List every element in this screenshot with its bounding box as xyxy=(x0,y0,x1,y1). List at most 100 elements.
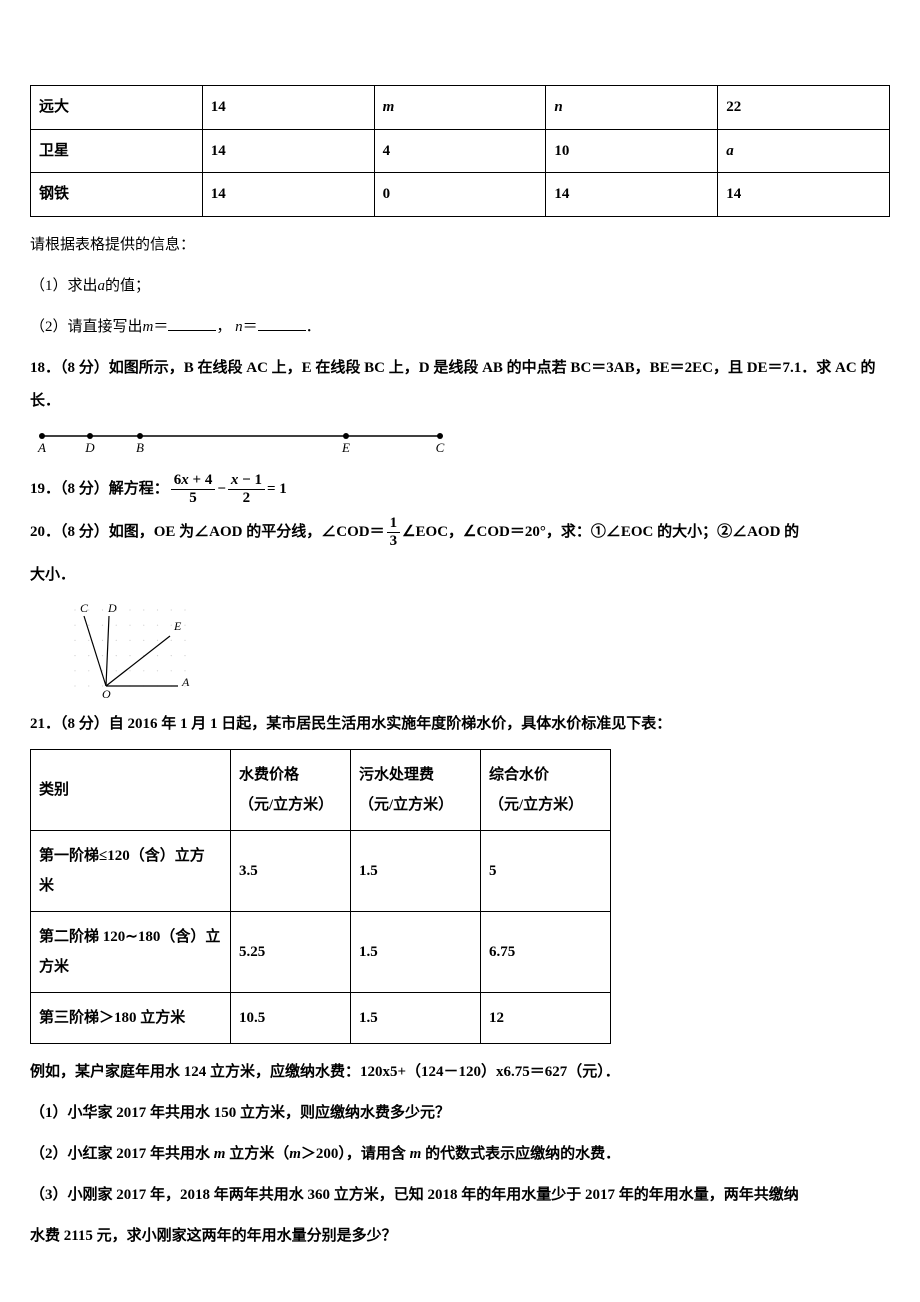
svg-text:C: C xyxy=(80,601,89,615)
q19-frac1-num: 6x + 4 xyxy=(171,472,216,490)
q20-text: 20．（8 分）如图，OE 为∠AOD 的平分线，∠COD＝ 1 3 ∠EOC，… xyxy=(30,515,890,551)
table-cell: 第三阶梯＞180 立方米 xyxy=(31,992,231,1043)
q17-sub2-m: m xyxy=(143,319,154,335)
table-cell: 1.5 xyxy=(351,911,481,992)
table-cell: 14 xyxy=(718,173,890,217)
svg-text:B: B xyxy=(136,440,144,455)
q17-sub2-eq2: ＝ xyxy=(243,319,258,335)
table-cell: 14 xyxy=(202,86,374,130)
svg-text:D: D xyxy=(84,440,95,455)
table-cell: 10 xyxy=(546,129,718,173)
table-cell: n xyxy=(546,86,718,130)
table-cell: 4 xyxy=(374,129,546,173)
table-cell: 钢铁 xyxy=(31,173,203,217)
q17-sub1-pre: （1）求出 xyxy=(30,278,98,294)
q21-sub2-m1: m xyxy=(214,1146,226,1162)
q21-sub3-l1: （3）小刚家 2017 年，2018 年两年共用水 360 立方米，已知 201… xyxy=(30,1179,890,1212)
q21-sub2-mid1: 立方米（ xyxy=(225,1146,289,1162)
table-1: 远大14mn22卫星14410a钢铁1401414 xyxy=(30,85,890,217)
angle-diagram-svg: C D E A O xyxy=(30,600,190,700)
blank-n xyxy=(258,314,306,331)
q17-sub2: （2）请直接写出m＝， n＝． xyxy=(30,311,890,344)
line-diagram: ADBEC xyxy=(30,426,890,462)
svg-text:O: O xyxy=(102,687,111,700)
table-row: 类别水费价格（元/立方米）污水处理费（元/立方米）综合水价（元/立方米） xyxy=(31,749,611,830)
table-cell: 卫星 xyxy=(31,129,203,173)
q19-frac1: 6x + 4 5 xyxy=(171,472,216,508)
table-cell: 14 xyxy=(202,173,374,217)
table-cell: 3.5 xyxy=(231,830,351,911)
q17-sub2-n: n xyxy=(235,319,243,335)
blank-m xyxy=(168,314,216,331)
q19-minus: − xyxy=(217,473,226,506)
svg-text:C: C xyxy=(436,440,445,455)
line-diagram-svg: ADBEC xyxy=(30,426,450,462)
q20-pre: 20．（8 分）如图，OE 为∠AOD 的平分线，∠COD＝ xyxy=(30,516,385,549)
q19-text: 19．（8 分）解方程： 6x + 4 5 − x − 1 2 = 1 xyxy=(30,472,890,508)
q17-sub1-var: a xyxy=(98,278,106,294)
table-cell: 12 xyxy=(481,992,611,1043)
q21-sub2-pre: （2）小红家 2017 年共用水 xyxy=(30,1146,214,1162)
svg-text:A: A xyxy=(181,675,190,689)
table-cell: 水费价格（元/立方米） xyxy=(231,749,351,830)
q17-sub2-comma: ， xyxy=(216,319,231,335)
q21-sub2-mid2: ＞200），请用含 xyxy=(301,1146,410,1162)
q19-frac2: x − 1 2 xyxy=(228,472,265,508)
angle-diagram: C D E A O xyxy=(30,600,890,700)
table-cell: 0 xyxy=(374,173,546,217)
q20-frac: 1 3 xyxy=(387,515,401,551)
table-row: 第三阶梯＞180 立方米10.51.512 xyxy=(31,992,611,1043)
table-cell: 14 xyxy=(202,129,374,173)
q17-sub1: （1）求出a的值； xyxy=(30,270,890,303)
table-cell: 类别 xyxy=(31,749,231,830)
table-row: 远大14mn22 xyxy=(31,86,890,130)
q20-frac-den: 3 xyxy=(387,533,401,550)
table-cell: 1.5 xyxy=(351,992,481,1043)
table-row: 第二阶梯 120∼180（含）立方米5.251.56.75 xyxy=(31,911,611,992)
q21-sub1: （1）小华家 2017 年共用水 150 立方米，则应缴纳水费多少元？ xyxy=(30,1097,890,1130)
table-row: 钢铁1401414 xyxy=(31,173,890,217)
q21-example: 例如，某户家庭年用水 124 立方米，应缴纳水费：120x5+（124－120）… xyxy=(30,1056,890,1089)
svg-text:E: E xyxy=(173,619,182,633)
q19-frac2-num: x − 1 xyxy=(228,472,265,490)
q21-sub2-post: 的代数式表示应缴纳的水费． xyxy=(421,1146,620,1162)
table-cell: m xyxy=(374,86,546,130)
svg-text:E: E xyxy=(341,440,350,455)
q21-sub2-m2: m xyxy=(289,1146,301,1162)
q19-frac1-den: 5 xyxy=(171,490,216,507)
table-cell: a xyxy=(718,129,890,173)
q20-frac-num: 1 xyxy=(387,515,401,533)
q21-sub3-l2: 水费 2115 元，求小刚家这两年的年用水量分别是多少？ xyxy=(30,1220,890,1253)
q21-text: 21．（8 分）自 2016 年 1 月 1 日起，某市居民生活用水实施年度阶梯… xyxy=(30,708,890,741)
table-2: 类别水费价格（元/立方米）污水处理费（元/立方米）综合水价（元/立方米）第一阶梯… xyxy=(30,749,611,1044)
q21-sub2: （2）小红家 2017 年共用水 m 立方米（m＞200），请用含 m 的代数式… xyxy=(30,1138,890,1171)
q20-mid: ∠EOC，∠COD＝20°，求：①∠EOC 的大小；②∠AOD 的 xyxy=(402,516,799,549)
table-cell: 污水处理费（元/立方米） xyxy=(351,749,481,830)
table-cell: 5.25 xyxy=(231,911,351,992)
q17-intro: 请根据表格提供的信息： xyxy=(30,229,890,262)
table-row: 第一阶梯≤120（含）立方米3.51.55 xyxy=(31,830,611,911)
table-row: 卫星14410a xyxy=(31,129,890,173)
q17-sub2-pre: （2）请直接写出 xyxy=(30,319,143,335)
table-cell: 22 xyxy=(718,86,890,130)
table-cell: 1.5 xyxy=(351,830,481,911)
table-cell: 10.5 xyxy=(231,992,351,1043)
svg-text:A: A xyxy=(37,440,46,455)
q17-sub2-eq1: ＝ xyxy=(153,319,168,335)
table-cell: 综合水价（元/立方米） xyxy=(481,749,611,830)
table-cell: 14 xyxy=(546,173,718,217)
table-cell: 6.75 xyxy=(481,911,611,992)
table-cell: 第二阶梯 120∼180（含）立方米 xyxy=(31,911,231,992)
q17-sub2-period: ． xyxy=(306,319,321,335)
q20-tail: 大小． xyxy=(30,559,890,592)
table-cell: 第一阶梯≤120（含）立方米 xyxy=(31,830,231,911)
q18-text: 18．（8 分）如图所示，B 在线段 AC 上，E 在线段 BC 上，D 是线段… xyxy=(30,352,890,418)
svg-text:D: D xyxy=(107,601,117,615)
q21-sub2-m3: m xyxy=(410,1146,422,1162)
q19-frac2-den: 2 xyxy=(228,490,265,507)
table-cell: 远大 xyxy=(31,86,203,130)
q17-sub1-post: 的值； xyxy=(105,278,150,294)
table-cell: 5 xyxy=(481,830,611,911)
q19-rhs: = 1 xyxy=(267,473,287,506)
q19-pre: 19．（8 分）解方程： xyxy=(30,473,169,506)
